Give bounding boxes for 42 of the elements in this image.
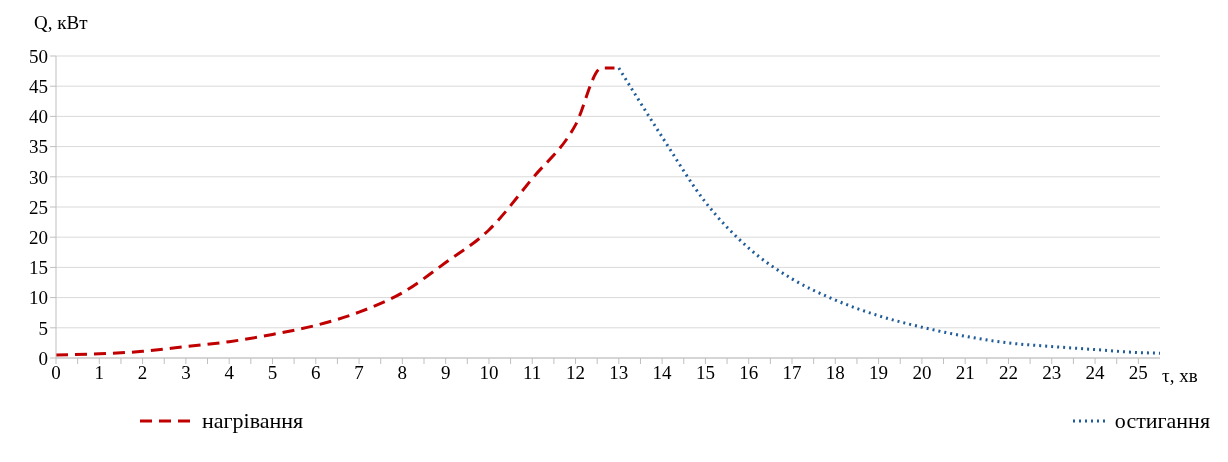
x-tick-label: 11: [523, 362, 542, 384]
x-tick-label: 8: [397, 362, 408, 384]
y-tick-label: 30: [29, 166, 48, 188]
x-tick-label: 7: [354, 362, 364, 384]
x-tick-label: 14: [652, 362, 673, 384]
x-axis-title: τ, хв: [1162, 365, 1198, 387]
y-tick-label: 45: [29, 75, 48, 97]
x-tick-label: 18: [825, 362, 845, 384]
x-tick-label: 16: [739, 362, 759, 384]
x-tick-label: 25: [1128, 362, 1148, 384]
x-tick-label: 21: [955, 362, 975, 384]
legend-label: нагрівання: [202, 408, 304, 434]
x-tick-label: 23: [1042, 362, 1062, 384]
legend-label: остигання: [1114, 408, 1210, 434]
y-tick-label: 35: [29, 136, 48, 158]
x-tick-label: 4: [224, 362, 235, 384]
y-tick-label: 0: [38, 347, 48, 369]
x-tick-label: 5: [267, 362, 278, 384]
x-tick-label: 20: [912, 362, 932, 384]
x-tick-label: 12: [566, 362, 586, 384]
x-tick-label: 1: [94, 362, 105, 384]
y-tick-label: 40: [29, 106, 48, 128]
x-tick-label: 10: [479, 362, 499, 384]
x-tick-label: 13: [609, 362, 629, 384]
x-tick-label: 9: [440, 362, 451, 384]
x-tick-label: 2: [137, 362, 148, 384]
y-tick-label: 20: [29, 226, 48, 248]
x-tick-label: 17: [782, 362, 802, 384]
y-tick-label: 10: [29, 287, 48, 309]
x-tick-label: 15: [695, 362, 715, 384]
y-tick-label: 25: [29, 196, 48, 218]
line-series: [617, 66, 1160, 355]
y-axis-title: Q, кВт: [34, 12, 88, 34]
line-series: [56, 66, 616, 357]
x-tick-label: 24: [1085, 362, 1106, 384]
x-tick-label: 3: [181, 362, 191, 384]
y-tick-label: 15: [29, 257, 48, 279]
y-tick-label: 50: [29, 45, 48, 67]
x-tick-label: 22: [998, 362, 1018, 384]
x-tick-label: 6: [311, 362, 321, 384]
x-tick-label: 19: [869, 362, 889, 384]
y-tick-label: 5: [38, 317, 48, 339]
